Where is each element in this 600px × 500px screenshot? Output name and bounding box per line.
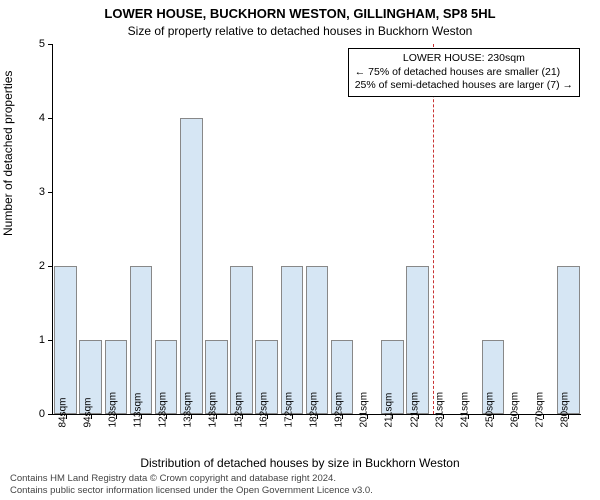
y-tick-mark [48, 340, 53, 341]
y-axis-label: Number of detached properties [1, 71, 15, 236]
chart-title-main: LOWER HOUSE, BUCKHORN WESTON, GILLINGHAM… [0, 6, 600, 21]
y-tick-label: 4 [21, 112, 45, 124]
info-box-line: LOWER HOUSE: 230sqm [355, 52, 573, 66]
y-tick-mark [48, 192, 53, 193]
chart-title-sub: Size of property relative to detached ho… [0, 24, 600, 38]
info-box-line: ← 75% of detached houses are smaller (21… [355, 66, 573, 80]
y-tick-label: 5 [21, 38, 45, 50]
y-tick-mark [48, 266, 53, 267]
y-tick-label: 3 [21, 186, 45, 198]
footer-line-1: Contains HM Land Registry data © Crown c… [10, 473, 373, 484]
y-tick-label: 1 [21, 334, 45, 346]
y-tick-mark [48, 44, 53, 45]
histogram-bar [180, 118, 203, 414]
property-marker-line [433, 44, 434, 414]
y-tick-label: 2 [21, 260, 45, 272]
plot-area: 01234584sqm94sqm103sqm113sqm123sqm133sqm… [52, 44, 581, 415]
footer-attribution: Contains HM Land Registry data © Crown c… [10, 473, 373, 496]
y-tick-mark [48, 118, 53, 119]
y-tick-label: 0 [21, 408, 45, 420]
footer-line-2: Contains public sector information licen… [10, 485, 373, 496]
histogram-bar [54, 266, 77, 414]
info-box: LOWER HOUSE: 230sqm← 75% of detached hou… [348, 48, 580, 97]
x-axis-label: Distribution of detached houses by size … [0, 456, 600, 470]
y-tick-mark [48, 414, 53, 415]
info-box-line: 25% of semi-detached houses are larger (… [355, 79, 573, 93]
